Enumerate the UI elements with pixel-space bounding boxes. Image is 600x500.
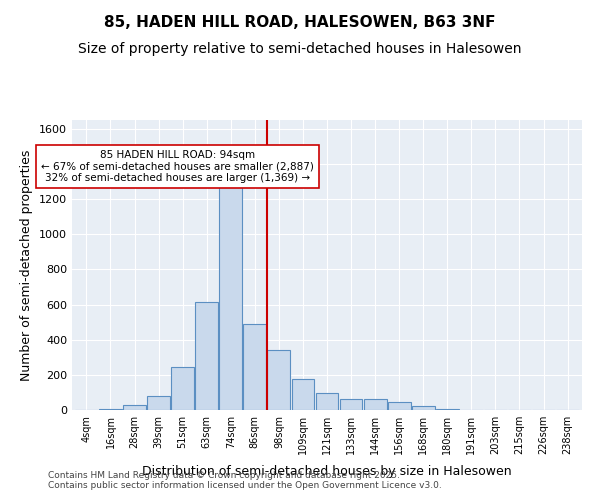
Bar [292, 379, 314, 410]
Text: 85 HADEN HILL ROAD: 94sqm
← 67% of semi-detached houses are smaller (2,887)
32% : 85 HADEN HILL ROAD: 94sqm ← 67% of semi-… [41, 150, 314, 183]
Bar [147, 396, 170, 410]
Bar [364, 400, 386, 410]
Bar [388, 402, 410, 410]
Y-axis label: Number of semi-detached properties: Number of semi-detached properties [20, 150, 34, 380]
Bar [171, 367, 194, 410]
Bar [220, 186, 242, 410]
Bar [412, 406, 434, 410]
Text: Contains HM Land Registry data © Crown copyright and database right 2025.
Contai: Contains HM Land Registry data © Crown c… [48, 470, 442, 490]
X-axis label: Distribution of semi-detached houses by size in Halesowen: Distribution of semi-detached houses by … [142, 466, 512, 478]
Bar [195, 302, 218, 410]
Bar [436, 409, 459, 410]
Bar [316, 394, 338, 410]
Bar [340, 398, 362, 410]
Text: Size of property relative to semi-detached houses in Halesowen: Size of property relative to semi-detach… [78, 42, 522, 56]
Bar [268, 350, 290, 410]
Bar [99, 409, 122, 410]
Bar [244, 324, 266, 410]
Text: 85, HADEN HILL ROAD, HALESOWEN, B63 3NF: 85, HADEN HILL ROAD, HALESOWEN, B63 3NF [104, 15, 496, 30]
Bar [123, 404, 146, 410]
